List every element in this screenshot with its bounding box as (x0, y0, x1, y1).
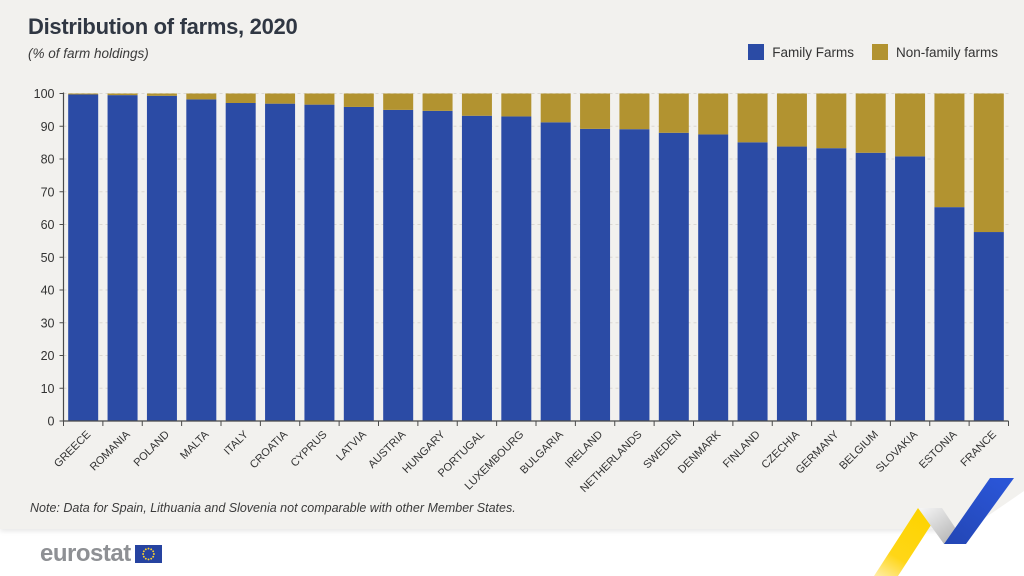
eu-flag-icon (134, 545, 162, 563)
bar-nonfamily-greece (68, 93, 99, 95)
y-tick-label: 10 (41, 382, 55, 396)
y-tick-label: 80 (41, 153, 55, 167)
nonfamily-farms-swatch-icon (871, 44, 888, 60)
y-tick-label: 0 (48, 415, 55, 429)
bar-nonfamily-malta (186, 93, 217, 100)
eurostat-logo: eurostat (40, 540, 162, 568)
bar-family-cyprus (304, 104, 335, 421)
bar-family-italy (225, 102, 256, 421)
page-title: Distribution of farms, 2020 (28, 14, 298, 39)
x-axis-label-germany: GERMANY (794, 428, 842, 476)
bar-family-luxembourg (501, 116, 532, 422)
x-axis-label-cyprus: CYPRUS (289, 429, 330, 470)
bar-nonfamily-belgium (855, 93, 886, 153)
bar-family-denmark (698, 134, 729, 421)
bar-family-finland (737, 142, 768, 422)
x-axis-label-croatia: CROATIA (248, 428, 291, 471)
bar-family-netherlands (619, 129, 650, 421)
legend-label-nonfamily-farms: Non-family farms (895, 44, 998, 60)
x-axis-label-greece: GREECE (52, 429, 93, 470)
x-axis-label-denmark: DENMARK (676, 428, 724, 476)
bar-family-austria (383, 109, 414, 421)
note-text: Note: Data for Spain, Lithuania and Slov… (30, 501, 516, 515)
bar-family-hungary (422, 110, 453, 422)
bar-nonfamily-finland (737, 93, 768, 143)
bar-family-belgium (855, 152, 886, 421)
y-tick-label: 20 (41, 349, 55, 363)
x-axis-label-romania: ROMANIA (88, 428, 133, 473)
ribbon-yellow-stripe (874, 508, 942, 576)
bar-family-bulgaria (540, 122, 571, 421)
bar-nonfamily-czechia (776, 93, 807, 147)
x-axis-label-italy: ITALY (222, 428, 251, 457)
legend-label-family-farms: Family Farms (772, 44, 854, 60)
bar-nonfamily-luxembourg (501, 93, 532, 117)
x-axis-label-finland: FINLAND (721, 429, 763, 471)
legend-item-family-farms: Family Farms (748, 44, 854, 60)
x-axis-label-latvia: LATVIA (334, 428, 369, 463)
bar-nonfamily-croatia (265, 93, 296, 104)
x-axis-label-bulgaria: BULGARIA (518, 428, 566, 476)
bar-nonfamily-france (973, 93, 1004, 233)
stacked-bar-chart: 0 10 20 30 40 50 60 70 80 90 100 GREECEROMANIAPOLAN… (34, 87, 1009, 495)
y-tick-label: 70 (41, 185, 55, 199)
family-farms-swatch-icon (748, 44, 765, 60)
bar-nonfamily-estonia (934, 93, 965, 208)
bar-nonfamily-italy (225, 93, 256, 103)
bar-nonfamily-bulgaria (540, 93, 571, 123)
bar-family-sweden (658, 132, 689, 422)
bar-nonfamily-germany (816, 93, 847, 149)
ribbon-decoration (874, 478, 1024, 576)
x-axis-label-malta: MALTA (178, 428, 212, 462)
bar-nonfamily-latvia (343, 93, 374, 107)
y-tick-label: 100 (34, 87, 55, 101)
bar-nonfamily-portugal (461, 93, 492, 116)
y-tick-label: 50 (41, 251, 55, 265)
bar-family-ireland (580, 128, 611, 421)
bar-nonfamily-denmark (698, 93, 729, 135)
bar-nonfamily-slovakia (895, 93, 926, 157)
bar-family-malta (186, 99, 217, 421)
legend: Family Farms Non-family farms (748, 44, 998, 60)
bar-family-germany (816, 148, 847, 421)
y-tick-label: 30 (41, 316, 55, 330)
ribbon-background-cut (944, 491, 1024, 576)
bar-family-slovakia (895, 156, 926, 421)
bar-nonfamily-sweden (658, 93, 689, 133)
bar-nonfamily-poland (146, 93, 177, 96)
bar-family-croatia (265, 103, 296, 421)
eurostat-logo-text: eurostat (40, 540, 131, 567)
bar-nonfamily-austria (383, 93, 414, 110)
bar-family-greece (68, 94, 99, 422)
bar-family-poland (146, 95, 177, 422)
bar-family-france (973, 232, 1004, 421)
page-subtitle: (% of farm holdings) (28, 46, 149, 61)
bar-nonfamily-romania (107, 93, 138, 96)
bar-family-estonia (934, 207, 965, 421)
bar-nonfamily-ireland (580, 93, 611, 129)
bar-nonfamily-cyprus (304, 93, 335, 105)
y-tick-label: 60 (41, 218, 55, 232)
y-tick-label: 40 (41, 284, 55, 298)
bar-nonfamily-netherlands (619, 93, 650, 130)
bar-family-czechia (776, 146, 807, 421)
bar-family-latvia (343, 106, 374, 422)
y-tick-label: 90 (41, 120, 55, 134)
bar-family-portugal (461, 115, 492, 421)
ribbon-blue-stripe (944, 478, 1014, 544)
bar-family-romania (107, 95, 138, 421)
legend-item-nonfamily-farms: Non-family farms (871, 44, 998, 60)
bar-nonfamily-hungary (422, 93, 453, 111)
x-axis-label-poland: POLAND (132, 429, 173, 470)
